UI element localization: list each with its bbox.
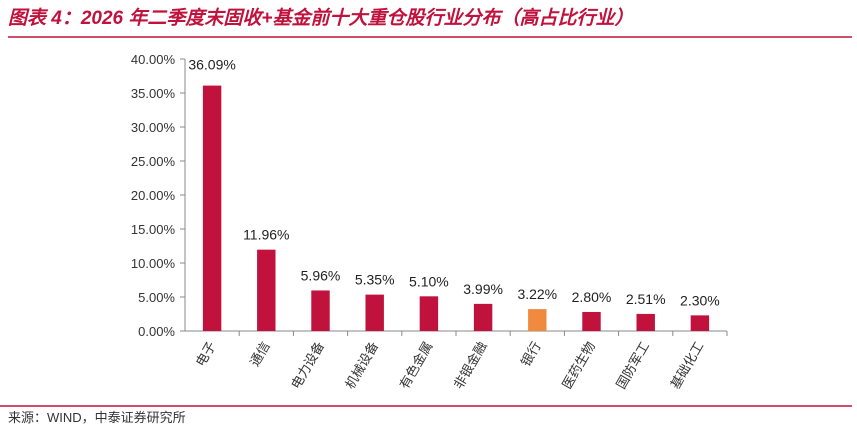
x-tick-label: 有色金属 bbox=[396, 339, 436, 392]
value-label: 3.99% bbox=[463, 281, 503, 297]
x-tick-label: 银行 bbox=[519, 340, 545, 370]
value-label: 2.51% bbox=[626, 291, 666, 307]
bar bbox=[257, 249, 276, 331]
source: 来源：WIND，中泰证券研究所 bbox=[8, 410, 186, 425]
bar bbox=[528, 309, 547, 331]
value-label: 5.35% bbox=[355, 272, 395, 288]
y-tick-label: 20.00% bbox=[131, 188, 176, 203]
bar bbox=[311, 290, 330, 331]
x-tick-label: 非银金融 bbox=[451, 339, 491, 392]
bar bbox=[690, 315, 710, 331]
chart-title: 图表 4：2026 年二季度末固收+基金前十大重仓股行业分布（高占比行业） bbox=[8, 7, 634, 29]
value-label: 5.96% bbox=[301, 267, 341, 283]
y-tick-label: 10.00% bbox=[131, 256, 176, 271]
y-tick-label: 35.00% bbox=[131, 86, 176, 101]
bar bbox=[202, 85, 222, 331]
value-label: 2.30% bbox=[680, 292, 720, 308]
x-tick-label: 电子 bbox=[194, 340, 220, 370]
y-tick-label: 5.00% bbox=[138, 290, 175, 305]
value-label: 5.10% bbox=[409, 273, 449, 289]
value-label: 36.09% bbox=[188, 57, 235, 73]
bar bbox=[419, 296, 439, 331]
x-tick-label: 通信 bbox=[248, 340, 274, 370]
x-tick-label: 机械设备 bbox=[342, 339, 382, 392]
value-label: 2.80% bbox=[572, 289, 612, 305]
x-tick-label: 基础化工 bbox=[668, 340, 707, 393]
value-label: 11.96% bbox=[243, 227, 289, 243]
x-tick-label: 国防军工 bbox=[613, 339, 653, 392]
bar bbox=[636, 313, 655, 331]
y-tick-label: 15.00% bbox=[131, 222, 176, 237]
value-label: 3.22% bbox=[517, 286, 557, 302]
y-tick-label: 25.00% bbox=[131, 154, 176, 169]
x-tick-label: 医药生物 bbox=[560, 340, 599, 393]
y-tick-label: 40.00% bbox=[131, 52, 176, 67]
y-tick-label: 30.00% bbox=[131, 120, 176, 135]
bar bbox=[473, 303, 493, 331]
bar bbox=[365, 294, 384, 331]
bar bbox=[582, 311, 601, 331]
x-tick-label: 电力设备 bbox=[288, 339, 328, 392]
y-tick-label: 0.00% bbox=[138, 324, 175, 339]
